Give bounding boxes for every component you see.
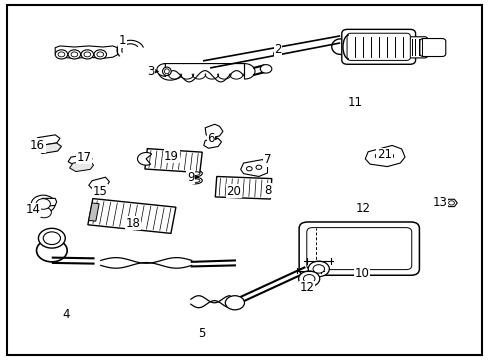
Polygon shape [68, 154, 92, 165]
Circle shape [81, 50, 93, 59]
Ellipse shape [188, 177, 202, 184]
Polygon shape [88, 203, 99, 221]
Circle shape [298, 271, 319, 287]
Ellipse shape [191, 179, 200, 183]
Polygon shape [38, 143, 61, 154]
Polygon shape [445, 199, 456, 207]
Polygon shape [69, 161, 93, 171]
Circle shape [31, 195, 55, 213]
Circle shape [303, 275, 314, 283]
Circle shape [55, 50, 67, 59]
Polygon shape [89, 177, 109, 190]
Ellipse shape [162, 67, 171, 76]
FancyBboxPatch shape [341, 30, 415, 64]
Circle shape [71, 52, 78, 57]
Polygon shape [35, 135, 60, 145]
Circle shape [36, 199, 50, 209]
FancyBboxPatch shape [419, 39, 445, 57]
Ellipse shape [188, 170, 202, 177]
Circle shape [260, 65, 271, 73]
Ellipse shape [375, 151, 393, 161]
Circle shape [225, 296, 244, 310]
Circle shape [246, 167, 252, 171]
Circle shape [37, 207, 51, 218]
Text: 13: 13 [432, 197, 447, 210]
Circle shape [307, 261, 328, 277]
Text: 15: 15 [92, 185, 107, 198]
Polygon shape [203, 138, 221, 148]
Text: 12: 12 [355, 202, 370, 215]
Text: 20: 20 [226, 185, 241, 198]
Circle shape [94, 50, 106, 59]
Text: 8: 8 [263, 184, 271, 197]
Text: 19: 19 [164, 149, 179, 162]
Text: 11: 11 [346, 96, 362, 109]
Polygon shape [42, 198, 57, 207]
Text: 18: 18 [125, 217, 141, 230]
Polygon shape [365, 145, 404, 167]
Polygon shape [238, 183, 259, 192]
FancyBboxPatch shape [299, 222, 419, 275]
Polygon shape [205, 124, 223, 138]
Text: 12: 12 [299, 281, 314, 294]
Text: 3: 3 [147, 65, 154, 78]
Text: 6: 6 [207, 132, 214, 145]
Text: 14: 14 [25, 203, 40, 216]
Circle shape [256, 165, 261, 170]
Circle shape [39, 228, 65, 248]
Circle shape [97, 52, 103, 57]
Text: 5: 5 [197, 327, 204, 340]
Circle shape [68, 50, 81, 59]
Polygon shape [88, 199, 176, 233]
Text: 9: 9 [187, 171, 194, 184]
Polygon shape [240, 159, 267, 176]
FancyBboxPatch shape [346, 33, 409, 60]
Circle shape [58, 52, 64, 57]
Ellipse shape [164, 69, 169, 74]
Ellipse shape [191, 172, 200, 175]
Text: 4: 4 [62, 308, 70, 321]
Polygon shape [215, 176, 271, 199]
Polygon shape [137, 153, 151, 165]
Polygon shape [144, 149, 202, 172]
Text: 21: 21 [376, 148, 391, 161]
Polygon shape [157, 64, 255, 82]
Text: 16: 16 [30, 139, 45, 152]
Circle shape [43, 232, 61, 244]
Text: 7: 7 [263, 153, 271, 166]
Text: 10: 10 [354, 267, 368, 280]
Circle shape [312, 265, 324, 273]
Circle shape [447, 201, 453, 205]
Circle shape [84, 52, 90, 57]
Polygon shape [55, 46, 117, 58]
Text: 2: 2 [274, 43, 281, 56]
FancyBboxPatch shape [407, 37, 427, 58]
Text: 1: 1 [118, 34, 126, 47]
FancyBboxPatch shape [306, 228, 411, 270]
Text: 17: 17 [76, 150, 91, 163]
